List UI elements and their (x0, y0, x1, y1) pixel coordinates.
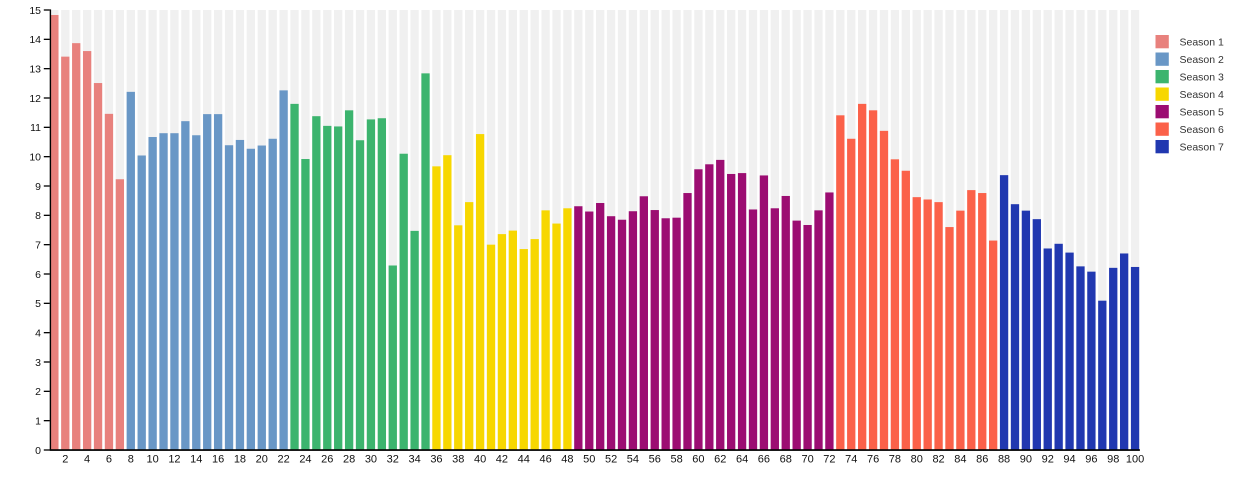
svg-text:96: 96 (1085, 454, 1097, 466)
svg-text:36: 36 (430, 454, 442, 466)
svg-text:60: 60 (692, 454, 704, 466)
svg-text:82: 82 (932, 454, 944, 466)
svg-text:46: 46 (539, 454, 551, 466)
svg-text:78: 78 (889, 454, 901, 466)
svg-text:Season 6: Season 6 (1180, 124, 1225, 136)
svg-text:32: 32 (387, 454, 399, 466)
svg-text:16: 16 (212, 454, 224, 466)
svg-text:4: 4 (84, 454, 90, 466)
svg-text:84: 84 (954, 454, 966, 466)
svg-text:76: 76 (867, 454, 879, 466)
svg-text:70: 70 (801, 454, 813, 466)
svg-text:12: 12 (168, 454, 180, 466)
svg-text:98: 98 (1107, 454, 1119, 466)
svg-text:52: 52 (605, 454, 617, 466)
svg-text:8: 8 (128, 454, 134, 466)
svg-text:8: 8 (35, 210, 41, 222)
svg-text:5: 5 (35, 298, 41, 310)
svg-text:9: 9 (35, 181, 41, 193)
svg-text:Season 7: Season 7 (1180, 142, 1225, 154)
svg-text:14: 14 (29, 34, 41, 46)
svg-text:74: 74 (845, 454, 857, 466)
svg-text:44: 44 (518, 454, 530, 466)
svg-text:24: 24 (299, 454, 311, 466)
svg-text:6: 6 (35, 269, 41, 281)
svg-text:38: 38 (452, 454, 464, 466)
svg-text:54: 54 (627, 454, 639, 466)
svg-text:42: 42 (496, 454, 508, 466)
svg-text:64: 64 (736, 454, 748, 466)
svg-text:86: 86 (976, 454, 988, 466)
svg-text:34: 34 (408, 454, 420, 466)
svg-text:20: 20 (256, 454, 268, 466)
svg-text:Season 5: Season 5 (1180, 107, 1225, 119)
svg-text:80: 80 (911, 454, 923, 466)
svg-text:26: 26 (321, 454, 333, 466)
svg-text:58: 58 (670, 454, 682, 466)
svg-text:13: 13 (29, 64, 41, 76)
svg-text:68: 68 (780, 454, 792, 466)
svg-text:100: 100 (1126, 454, 1144, 466)
svg-text:22: 22 (277, 454, 289, 466)
svg-text:48: 48 (561, 454, 573, 466)
svg-text:10: 10 (146, 454, 158, 466)
svg-text:56: 56 (649, 454, 661, 466)
svg-text:3: 3 (35, 357, 41, 369)
svg-text:90: 90 (1020, 454, 1032, 466)
svg-text:2: 2 (35, 386, 41, 398)
svg-text:88: 88 (998, 454, 1010, 466)
svg-text:15: 15 (29, 5, 41, 17)
svg-text:12: 12 (29, 93, 41, 105)
svg-text:11: 11 (30, 122, 41, 134)
svg-text:6: 6 (106, 454, 112, 466)
svg-text:72: 72 (823, 454, 835, 466)
svg-text:92: 92 (1042, 454, 1054, 466)
svg-text:Season 3: Season 3 (1180, 72, 1225, 84)
svg-text:1: 1 (35, 416, 41, 428)
svg-text:18: 18 (234, 454, 246, 466)
svg-text:40: 40 (474, 454, 486, 466)
svg-text:Season 2: Season 2 (1180, 54, 1225, 66)
svg-text:Season 1: Season 1 (1180, 37, 1225, 49)
svg-text:4: 4 (35, 328, 41, 340)
svg-text:28: 28 (343, 454, 355, 466)
svg-text:30: 30 (365, 454, 377, 466)
svg-text:10: 10 (29, 152, 41, 164)
svg-text:94: 94 (1063, 454, 1075, 466)
svg-text:14: 14 (190, 454, 202, 466)
svg-text:2: 2 (62, 454, 68, 466)
svg-text:50: 50 (583, 454, 595, 466)
svg-text:Season 4: Season 4 (1180, 89, 1225, 101)
svg-text:7: 7 (35, 240, 41, 252)
svg-text:0: 0 (35, 445, 41, 457)
svg-text:66: 66 (758, 454, 770, 466)
svg-text:62: 62 (714, 454, 726, 466)
